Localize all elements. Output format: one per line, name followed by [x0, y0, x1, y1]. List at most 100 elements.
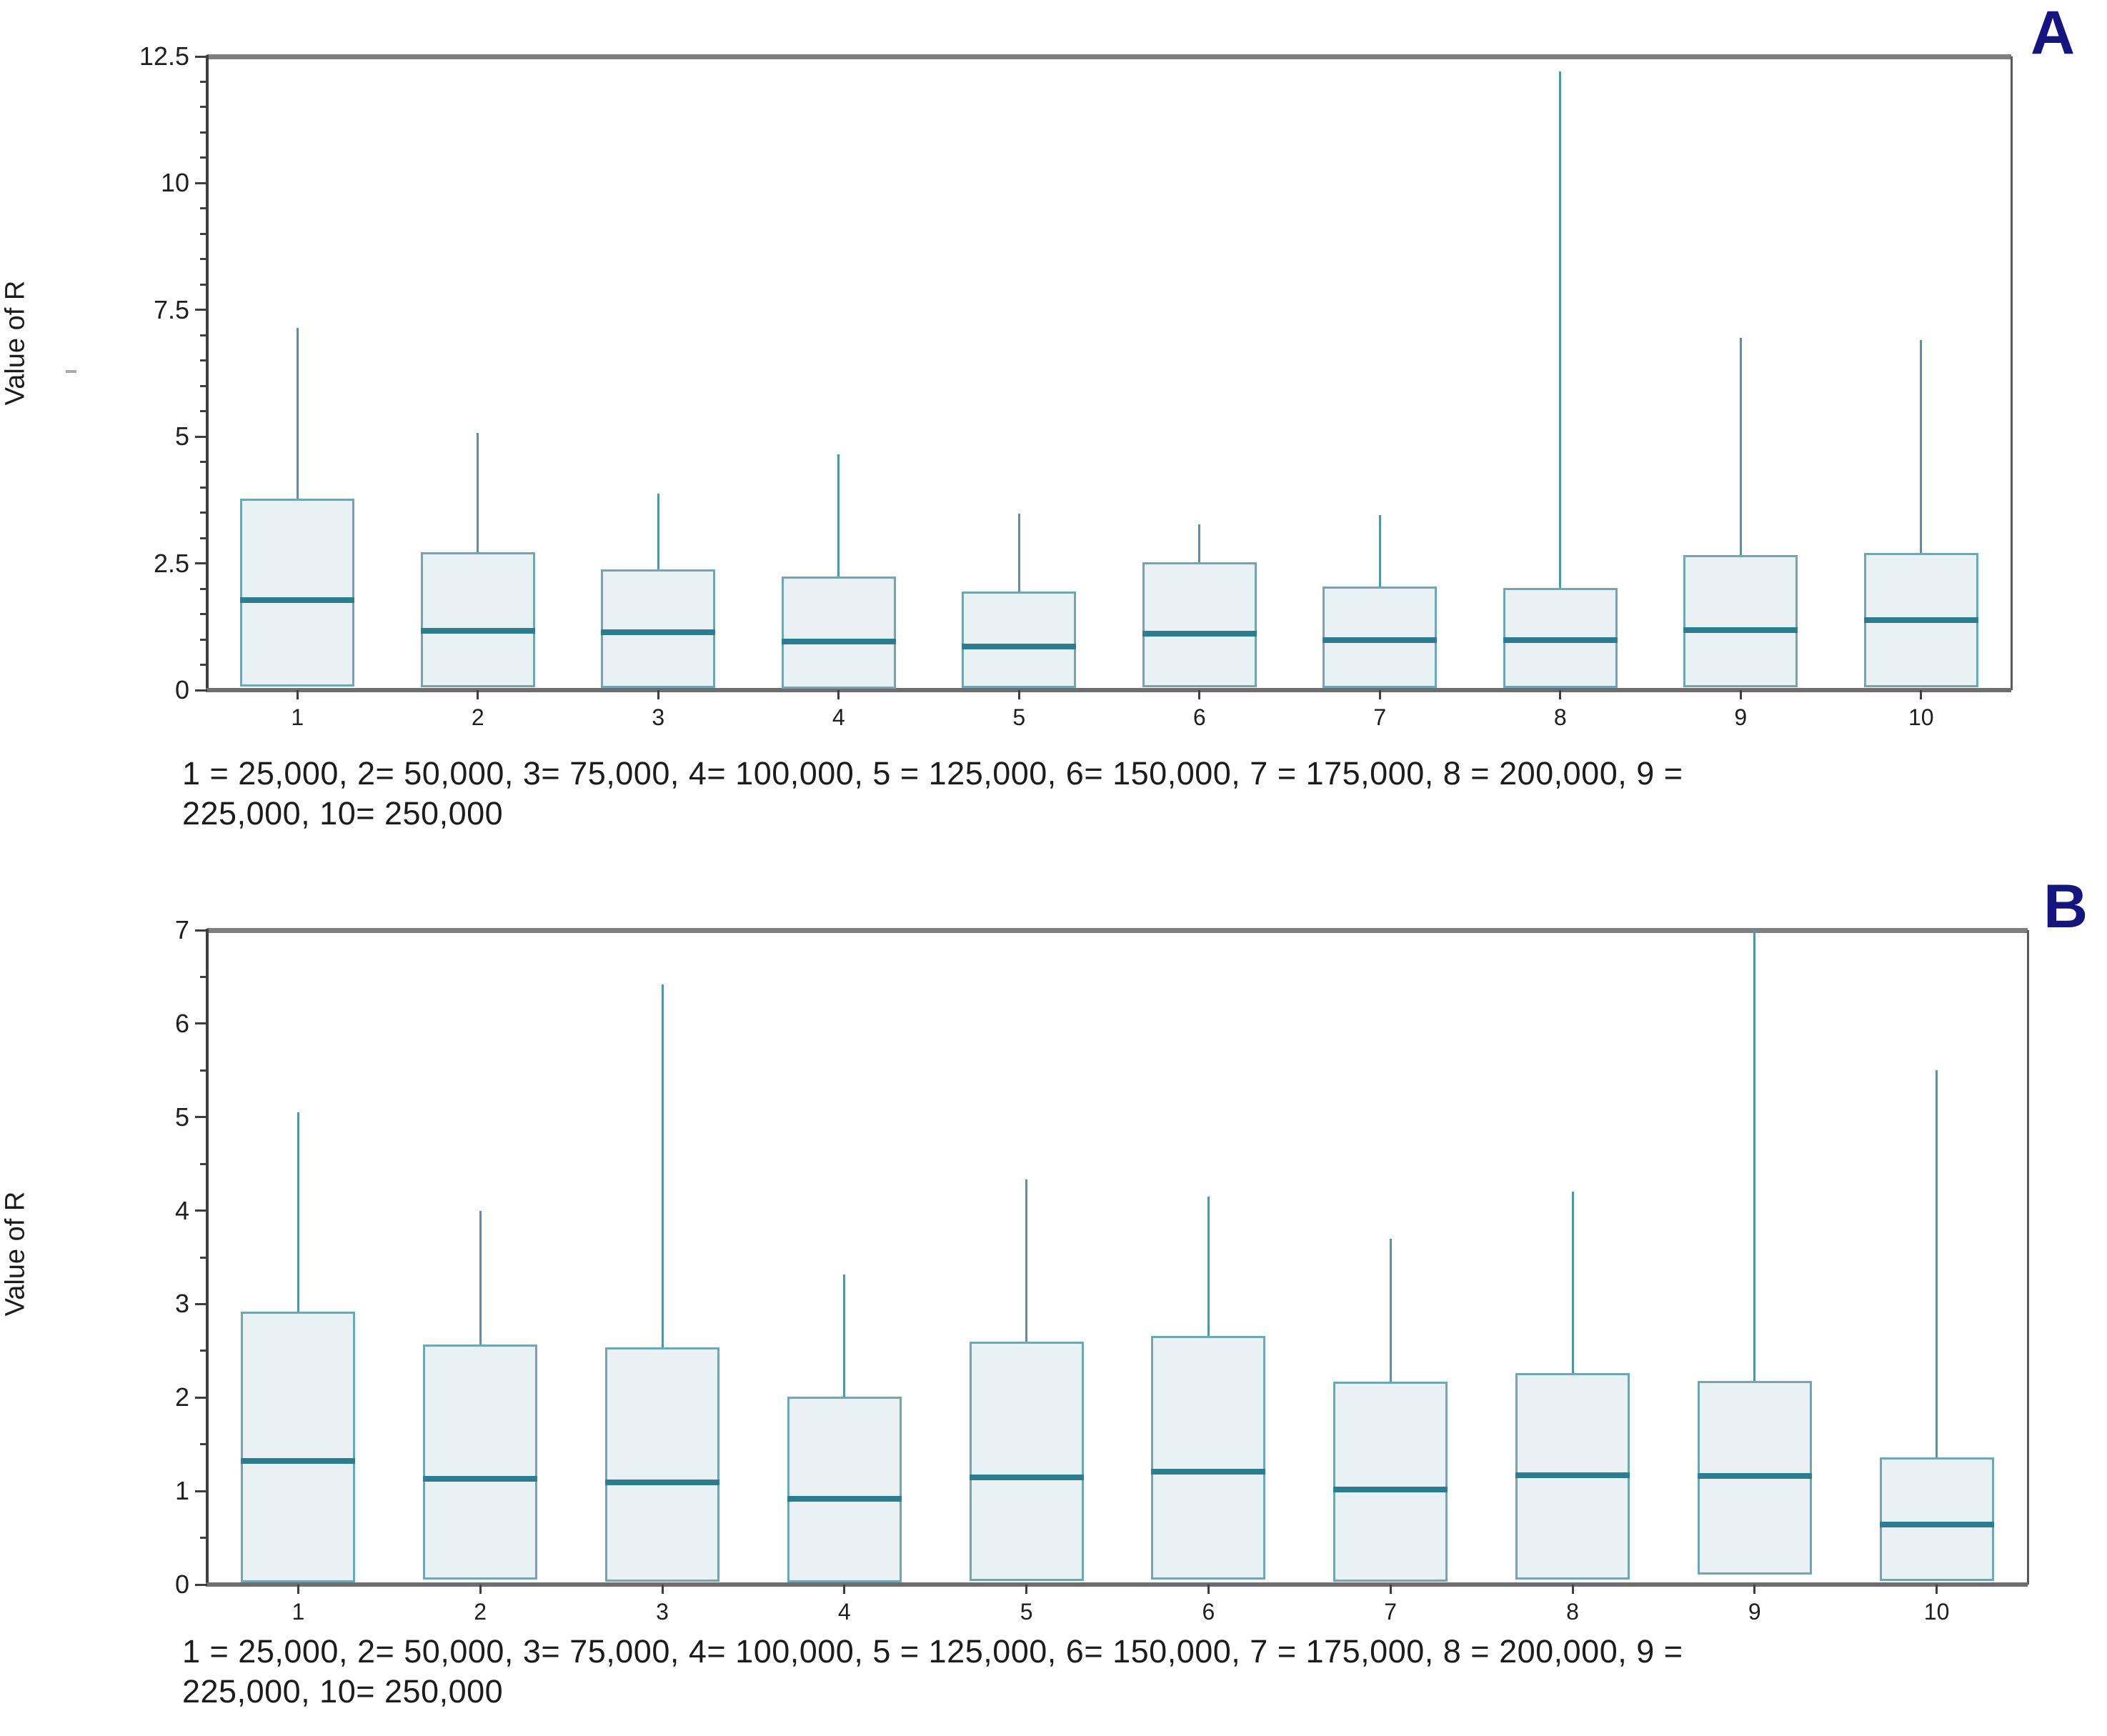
panel-b-boxplot: B Value of R 1 = 25,000, 2= 50,000, 3= 7…: [1, 876, 2088, 1710]
box-iqr: [1142, 562, 1257, 688]
box-upper-whisker: [479, 1210, 482, 1346]
box-upper-whisker: [1739, 337, 1742, 557]
y-tick-label: 3: [174, 1289, 189, 1319]
x-tick-label: 10: [1923, 1599, 1950, 1625]
x-tick-label: 5: [1020, 1599, 1033, 1625]
box-median-line: [1879, 1522, 1994, 1528]
box-median-line: [1683, 627, 1798, 634]
y-minor-tick: [200, 461, 207, 464]
x-tick-label: 4: [832, 704, 845, 730]
y-tick-label: 4: [174, 1195, 189, 1225]
x-axis-line: [206, 688, 2011, 692]
x-tick: [1378, 690, 1381, 699]
x-tick-label: 9: [1748, 1599, 1761, 1625]
y-tick-label: 5: [174, 1102, 189, 1132]
box-median-line: [423, 1476, 538, 1482]
x-tick-label: 9: [1734, 704, 1748, 730]
x-tick-label: 8: [1553, 704, 1567, 730]
y-minor-tick: [200, 410, 207, 413]
y-tick-label: 0: [174, 1570, 189, 1599]
plot-top-border: [207, 54, 2011, 59]
x-tick: [1559, 690, 1562, 699]
x-tick-label: 1: [291, 704, 304, 730]
y-major-tick: [195, 435, 207, 438]
box-median-line: [1863, 617, 1978, 624]
x-tick: [843, 1585, 846, 1594]
x-tick: [661, 1585, 664, 1594]
x-tick-label: 1: [292, 1599, 305, 1625]
x-axis-line: [206, 1582, 2028, 1587]
box-median-line: [240, 597, 355, 603]
box-upper-whisker: [1017, 514, 1020, 594]
box-upper-whisker: [1559, 71, 1562, 590]
box-iqr: [601, 569, 716, 689]
box-median-line: [605, 1480, 719, 1486]
y-minor-tick: [200, 1443, 207, 1446]
y-tick-label: 7.5: [153, 294, 189, 324]
y-minor-tick: [200, 587, 207, 590]
y-minor-tick: [200, 80, 207, 83]
x-tick-label: 7: [1384, 1599, 1398, 1625]
y-minor-tick: [200, 156, 207, 159]
x-tick: [1207, 1585, 1210, 1594]
box-upper-whisker: [1571, 1192, 1574, 1375]
box-iqr: [241, 1311, 356, 1583]
box-iqr: [423, 1344, 538, 1580]
y-minor-tick: [200, 1069, 207, 1072]
box-upper-whisker: [1753, 930, 1756, 1382]
box-median-line: [1503, 637, 1618, 643]
y-axis-title-b: Value of R: [0, 1191, 31, 1317]
y-minor-tick: [200, 1256, 207, 1259]
y-minor-tick: [200, 207, 207, 210]
box-median-line: [1142, 631, 1257, 637]
x-tick: [837, 690, 840, 699]
x-tick-label: 10: [1908, 704, 1934, 730]
box-iqr: [1879, 1457, 1994, 1581]
y-minor-tick: [200, 1537, 207, 1540]
box-median-line: [241, 1458, 356, 1465]
box-iqr: [1683, 554, 1798, 688]
box-iqr: [420, 552, 535, 688]
y-tick-label: 0: [174, 675, 189, 704]
x-tick: [1753, 1585, 1756, 1594]
x-tick: [1025, 1585, 1028, 1594]
box-upper-whisker: [843, 1274, 846, 1398]
x-tick: [1017, 690, 1020, 699]
y-minor-tick: [200, 258, 207, 261]
x-tick-label: 3: [656, 1599, 669, 1625]
box-upper-whisker: [1389, 1238, 1392, 1384]
caption-a-line-2: 225,000, 10= 250,000: [182, 795, 504, 832]
y-major-tick: [195, 562, 207, 565]
box-upper-whisker: [661, 984, 664, 1349]
y-axis-title-a: Value of R: [0, 280, 31, 406]
box-upper-whisker: [657, 494, 659, 572]
x-tick: [1739, 690, 1742, 699]
box-iqr: [962, 592, 1077, 689]
x-tick-label: 6: [1192, 704, 1206, 730]
x-tick-label: 6: [1202, 1599, 1215, 1625]
box-median-line: [420, 627, 535, 634]
x-tick-label: 2: [474, 1599, 487, 1625]
y-minor-tick: [200, 232, 207, 235]
x-tick-label: 5: [1012, 704, 1026, 730]
box-upper-whisker: [1198, 524, 1201, 564]
box-median-line: [601, 629, 716, 636]
y-tick-label: 12.5: [139, 41, 189, 71]
box-upper-whisker: [296, 327, 299, 500]
y-minor-tick: [200, 613, 207, 616]
y-major-tick: [195, 1209, 207, 1212]
plot-right-border: [2011, 56, 2013, 690]
y-minor-tick: [200, 131, 207, 134]
y-axis-line: [206, 55, 209, 692]
y-major-tick: [195, 1302, 207, 1305]
box-median-line: [1151, 1468, 1266, 1475]
y-minor-tick: [200, 638, 207, 641]
y-minor-tick: [200, 664, 207, 667]
x-tick: [1920, 690, 1923, 699]
box-upper-whisker: [1920, 340, 1923, 555]
box-median-line: [787, 1495, 902, 1502]
box-iqr: [605, 1347, 719, 1582]
y-minor-tick: [200, 512, 207, 514]
x-tick: [479, 1585, 482, 1594]
